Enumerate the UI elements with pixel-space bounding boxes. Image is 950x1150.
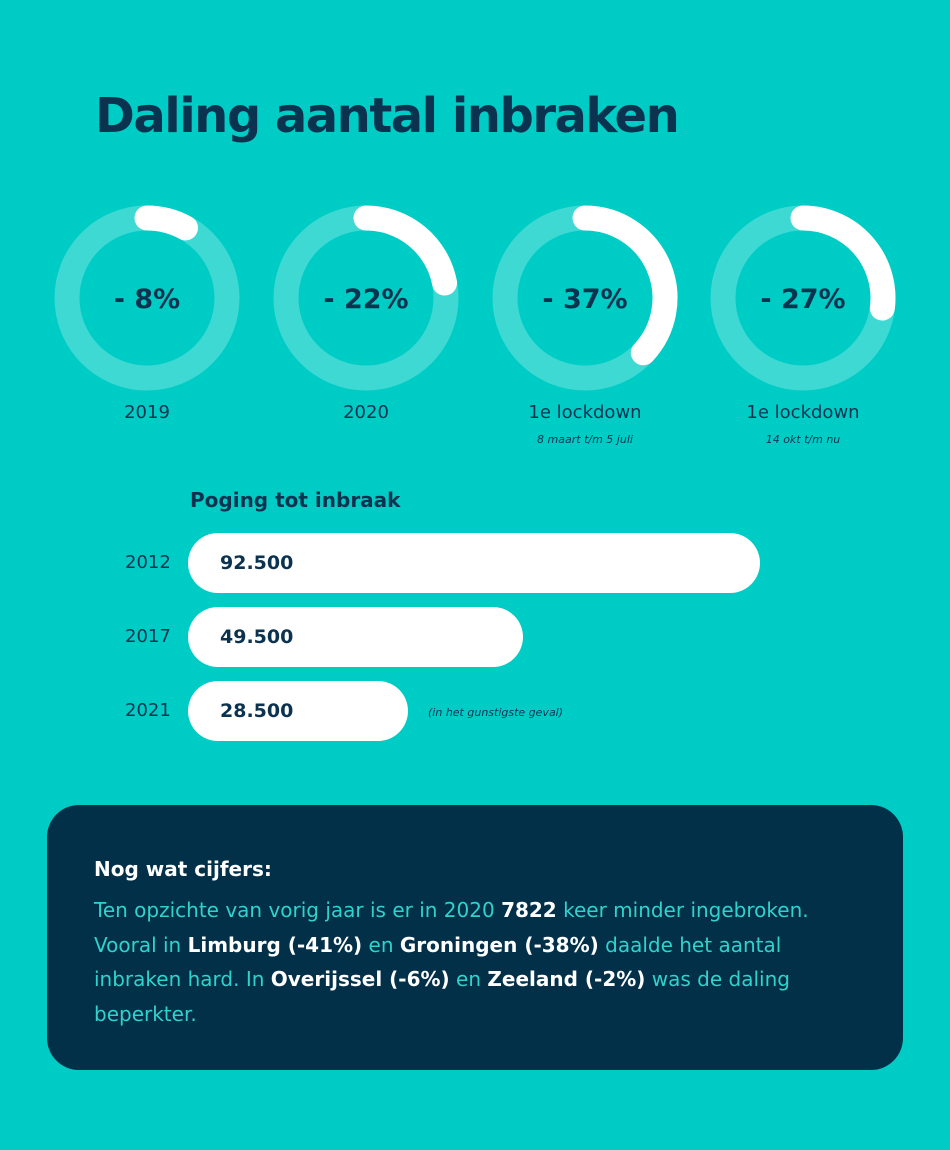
ring-fill [134,205,199,241]
bar-category: 2012 [125,552,171,573]
ring-fill [353,205,458,296]
ring-label: 1e lockdown [746,402,860,423]
page-title: Daling aantal inbraken [95,88,680,144]
bar-note: (in het gunstigste geval) [428,706,564,719]
ring-sublabel: 8 maart t/m 5 juli [537,433,633,446]
info-box: Nog wat cijfers: Ten opzichte van vorig … [47,805,903,1070]
bar-category: 2017 [125,626,171,647]
info-paragraph: Ten opzichte van vorig jaar is er in 202… [94,898,809,1026]
ring: - 8% [54,205,240,391]
ring: - 22% [273,205,459,391]
bar-chart-title: Poging tot inbraak [190,488,401,512]
bar-value-label: 49.500 [220,626,294,648]
ring-label: 1e lockdown [528,402,642,423]
bar-value-label: 28.500 [220,700,294,722]
bar-value-label: 92.500 [220,552,294,574]
ring: - 37% [492,205,678,391]
ring-label: 2019 [124,402,170,423]
ring-value: - 22% [323,284,408,315]
bar: 92.500 [188,533,760,593]
ring-label: 2020 [343,402,389,423]
bar-category: 2021 [125,700,171,721]
ring-value: - 27% [760,284,845,315]
ring-sublabel: 14 okt t/m nu [765,433,841,446]
ring-fill [572,205,678,366]
info-heading: Nog wat cijfers: [94,857,272,881]
bar: 28.500 [188,681,408,741]
ring-value: - 8% [114,284,180,315]
bar: 49.500 [188,607,524,667]
ring: - 27% [710,205,896,391]
ring-value: - 37% [542,284,627,315]
progress-rings-chart: - 8% - 22% - 37% - 27% [54,205,896,391]
ring-fill [790,205,896,321]
